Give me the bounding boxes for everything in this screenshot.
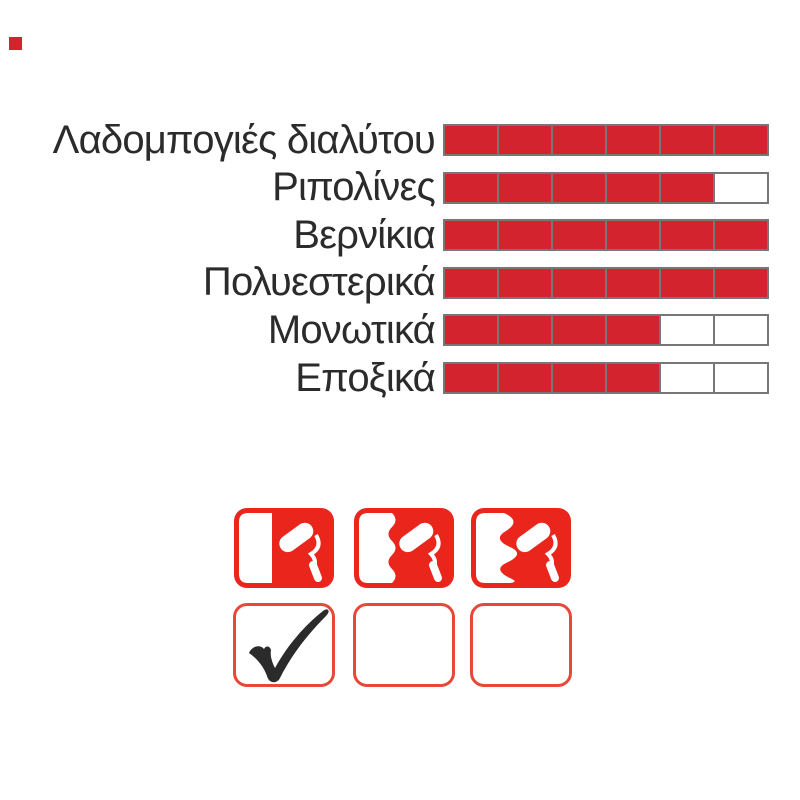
segment-cell-filled: [551, 316, 605, 345]
segment-cell-filled: [605, 268, 659, 297]
checkbox-checked-icon: [233, 603, 335, 687]
segment-cell-filled: [445, 126, 497, 154]
checkmark-icon: [249, 609, 329, 683]
segment-cell-filled: [659, 268, 713, 297]
segment-cell-filled: [605, 173, 659, 202]
segment-cell-filled: [659, 126, 713, 154]
category-label: Εποξικά: [295, 355, 436, 400]
segment-cell-filled: [605, 364, 659, 392]
segment-cell-filled: [497, 173, 551, 202]
paint-roller-low-coverage-icon: [470, 507, 572, 589]
segment-cell-filled: [605, 126, 659, 154]
segment-cell-filled: [605, 316, 659, 345]
segment-cell-filled: [497, 268, 551, 297]
segment-bar: [443, 124, 769, 156]
segment-bar: [443, 314, 769, 347]
chart-row: Μονωτικά: [0, 307, 769, 352]
segment-bar: [443, 171, 769, 204]
checkbox-empty-icon: [470, 603, 572, 687]
segment-cell-filled: [551, 126, 605, 154]
category-label: Πολυεστερικά: [202, 260, 436, 305]
category-label: Λαδομπογιές διαλύτου: [52, 117, 436, 162]
segment-cell-filled: [713, 268, 767, 297]
chart-row: Εποξικά: [0, 355, 769, 400]
paint-roller-full-coverage-icon: [233, 507, 335, 589]
segment-cell-empty: [713, 364, 767, 392]
category-label: Μονωτικά: [267, 307, 436, 352]
chart-row: Λαδομπογιές διαλύτου: [0, 117, 769, 162]
segment-cell-filled: [497, 364, 551, 392]
segment-cell-filled: [497, 126, 551, 154]
segment-cell-empty: [713, 173, 767, 202]
category-label: Ριπολίνες: [272, 165, 436, 210]
segment-cell-filled: [445, 364, 497, 392]
segment-cell-filled: [551, 173, 605, 202]
segment-cell-filled: [497, 316, 551, 345]
chart-row: Ριπολίνες: [0, 165, 769, 210]
segment-cell-empty: [659, 316, 713, 345]
segment-cell-filled: [497, 221, 551, 250]
segment-cell-filled: [713, 126, 767, 154]
segment-cell-filled: [713, 221, 767, 250]
chart-row: Βερνίκια: [0, 212, 769, 257]
segment-cell-empty: [659, 364, 713, 392]
segment-cell-empty: [713, 316, 767, 345]
segment-cell-filled: [445, 316, 497, 345]
chart-row: Πολυεστερικά: [0, 260, 769, 305]
segment-cell-filled: [659, 173, 713, 202]
checkbox-empty-icon: [353, 603, 455, 687]
segment-cell-filled: [445, 221, 497, 250]
segment-bar: [443, 219, 769, 252]
segment-cell-filled: [445, 268, 497, 297]
corner-red-square: [9, 37, 22, 50]
category-label: Βερνίκια: [293, 212, 436, 257]
segment-bar: [443, 362, 769, 394]
segment-bar: [443, 266, 769, 299]
segment-cell-filled: [605, 221, 659, 250]
paint-roller-medium-coverage-icon: [353, 507, 455, 589]
segment-cell-filled: [551, 221, 605, 250]
segment-cell-filled: [659, 221, 713, 250]
segment-cell-filled: [445, 173, 497, 202]
segment-cell-filled: [551, 268, 605, 297]
compatibility-chart: Λαδομπογιές διαλύτου Ριπολίνες Βερνίκια Πολ…: [0, 117, 769, 400]
segment-cell-filled: [551, 364, 605, 392]
